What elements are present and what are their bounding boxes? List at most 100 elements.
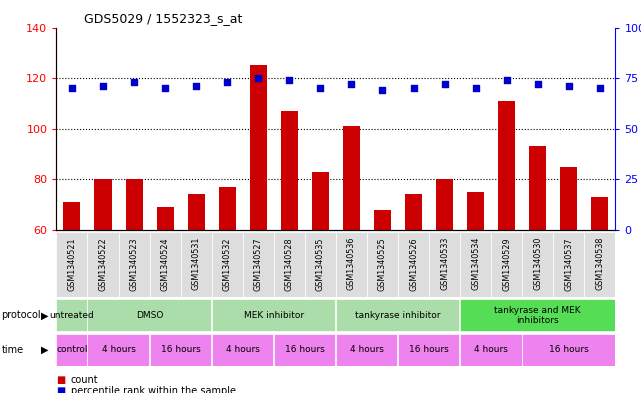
Bar: [305, 232, 336, 297]
Bar: [94, 179, 112, 230]
Text: GDS5029 / 1552323_s_at: GDS5029 / 1552323_s_at: [85, 12, 243, 25]
Text: GSM1340531: GSM1340531: [192, 237, 201, 290]
Text: GSM1340536: GSM1340536: [347, 237, 356, 290]
Text: MEK inhibitor: MEK inhibitor: [244, 311, 304, 320]
Bar: [212, 334, 273, 365]
Text: 16 hours: 16 hours: [549, 345, 588, 354]
Point: [129, 79, 139, 85]
Text: untreated: untreated: [49, 311, 94, 320]
Bar: [367, 232, 398, 297]
Point: [408, 85, 419, 92]
Text: GSM1340530: GSM1340530: [533, 237, 542, 290]
Point: [501, 77, 512, 83]
Point: [533, 81, 543, 87]
Bar: [87, 299, 211, 331]
Point: [253, 75, 263, 81]
Bar: [250, 66, 267, 230]
Text: ▶: ▶: [40, 345, 48, 355]
Text: ▶: ▶: [40, 310, 48, 320]
Bar: [56, 299, 87, 331]
Bar: [149, 232, 181, 297]
Bar: [212, 232, 243, 297]
Text: GSM1340528: GSM1340528: [285, 237, 294, 290]
Point: [563, 83, 574, 89]
Text: GSM1340534: GSM1340534: [471, 237, 480, 290]
Bar: [398, 334, 460, 365]
Text: count: count: [71, 375, 98, 386]
Text: GSM1340533: GSM1340533: [440, 237, 449, 290]
Point: [595, 85, 605, 92]
Text: GSM1340522: GSM1340522: [99, 237, 108, 291]
Bar: [398, 232, 429, 297]
Bar: [188, 195, 204, 230]
Text: 4 hours: 4 hours: [101, 345, 135, 354]
Text: GSM1340525: GSM1340525: [378, 237, 387, 291]
Text: GSM1340535: GSM1340535: [316, 237, 325, 290]
Text: GSM1340527: GSM1340527: [254, 237, 263, 291]
Text: time: time: [1, 345, 24, 355]
Bar: [56, 232, 87, 297]
Bar: [181, 232, 212, 297]
Bar: [87, 334, 149, 365]
Bar: [219, 187, 236, 230]
Text: 4 hours: 4 hours: [474, 345, 508, 354]
Bar: [343, 126, 360, 230]
Bar: [243, 232, 274, 297]
Point: [346, 81, 356, 87]
Point: [315, 85, 326, 92]
Bar: [87, 232, 119, 297]
Text: 16 hours: 16 hours: [161, 345, 201, 354]
Point: [378, 87, 388, 94]
Bar: [312, 172, 329, 230]
Point: [222, 79, 232, 85]
Text: GSM1340532: GSM1340532: [222, 237, 231, 290]
Point: [98, 83, 108, 89]
Text: GSM1340537: GSM1340537: [564, 237, 573, 290]
Point: [160, 85, 171, 92]
Bar: [336, 232, 367, 297]
Bar: [429, 232, 460, 297]
Text: GSM1340538: GSM1340538: [595, 237, 604, 290]
Point: [191, 83, 201, 89]
Bar: [212, 299, 335, 331]
Bar: [498, 101, 515, 230]
Text: tankyrase inhibitor: tankyrase inhibitor: [355, 311, 441, 320]
Text: GSM1340521: GSM1340521: [67, 237, 76, 290]
Bar: [336, 334, 397, 365]
Text: control: control: [56, 345, 88, 354]
Point: [284, 77, 294, 83]
Text: GSM1340526: GSM1340526: [409, 237, 418, 290]
Text: ■: ■: [56, 375, 65, 386]
Bar: [126, 179, 142, 230]
Text: 4 hours: 4 hours: [350, 345, 384, 354]
Text: GSM1340524: GSM1340524: [161, 237, 170, 290]
Text: DMSO: DMSO: [136, 311, 163, 320]
Text: GSM1340523: GSM1340523: [129, 237, 138, 290]
Bar: [522, 232, 553, 297]
Text: tankyrase and MEK
inhibitors: tankyrase and MEK inhibitors: [494, 306, 581, 325]
Text: 4 hours: 4 hours: [226, 345, 260, 354]
Bar: [522, 334, 615, 365]
Point: [67, 85, 77, 92]
Bar: [460, 232, 491, 297]
Text: ■: ■: [56, 386, 65, 393]
Bar: [274, 232, 305, 297]
Bar: [560, 167, 578, 230]
Bar: [374, 209, 391, 230]
Text: GSM1340529: GSM1340529: [502, 237, 511, 291]
Bar: [274, 334, 335, 365]
Text: protocol: protocol: [1, 310, 41, 320]
Bar: [149, 334, 211, 365]
Bar: [585, 232, 615, 297]
Point: [470, 85, 481, 92]
Bar: [63, 202, 81, 230]
Bar: [405, 195, 422, 230]
Bar: [529, 147, 546, 230]
Bar: [156, 207, 174, 230]
Bar: [491, 232, 522, 297]
Bar: [591, 197, 608, 230]
Bar: [460, 299, 615, 331]
Point: [440, 81, 450, 87]
Bar: [467, 192, 484, 230]
Bar: [119, 232, 149, 297]
